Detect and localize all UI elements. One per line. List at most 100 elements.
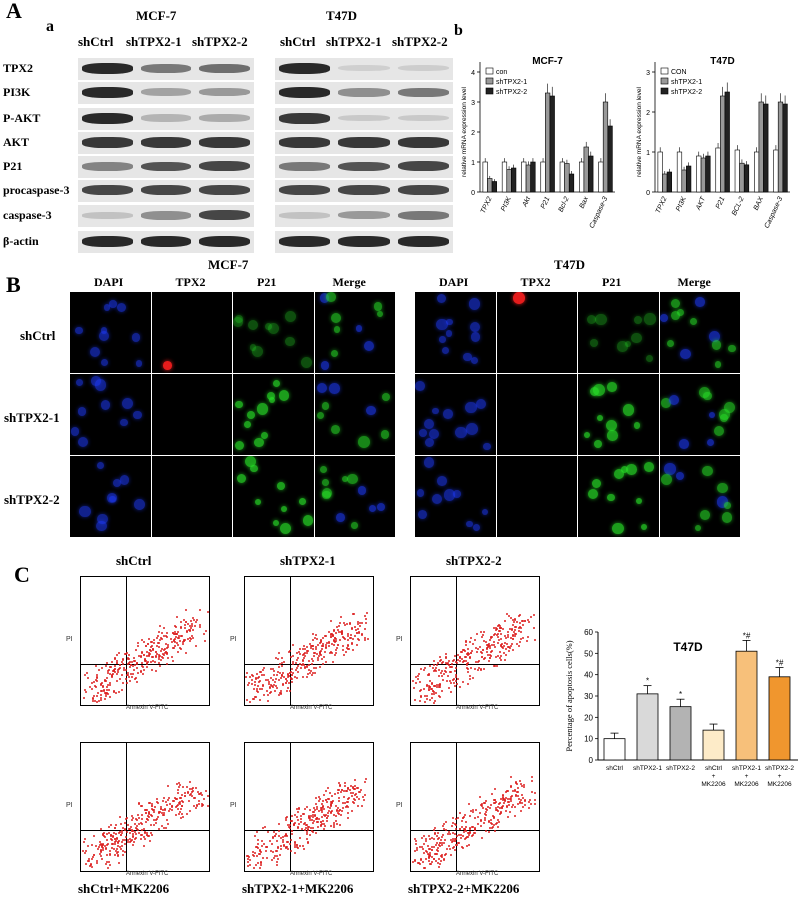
facs-event	[155, 669, 158, 672]
facs-event	[418, 863, 421, 866]
facs-event	[332, 634, 335, 637]
y-tick-label: 40	[584, 671, 593, 680]
facs-event	[156, 652, 159, 655]
facs-event	[189, 794, 192, 797]
facs-event	[297, 818, 300, 821]
facs-event	[274, 849, 277, 852]
if-cell	[695, 525, 702, 532]
facs-event	[110, 843, 113, 846]
facs-event	[288, 843, 291, 846]
facs-event	[117, 851, 120, 854]
facs-event	[269, 667, 272, 670]
facs-event	[167, 785, 170, 788]
if-cell	[299, 497, 307, 505]
y-tick-label: 3	[646, 70, 650, 77]
facs-event	[480, 818, 483, 821]
facs-event	[257, 680, 260, 683]
facs-event	[206, 804, 209, 807]
facs-event	[462, 681, 465, 684]
facs-event	[431, 681, 434, 684]
facs-event	[157, 642, 160, 645]
facs-event	[320, 824, 323, 827]
facs-event	[497, 636, 500, 639]
facs-event	[432, 663, 435, 666]
facs-event	[154, 819, 157, 822]
facs-event	[497, 654, 500, 657]
if-cell	[645, 354, 654, 362]
facs-event	[147, 811, 150, 814]
facs-event	[343, 637, 345, 640]
facs-event	[259, 853, 262, 856]
if-cell	[690, 318, 698, 326]
qpcr-bar	[720, 95, 726, 193]
facs-event	[340, 631, 343, 634]
qpcr-bar	[545, 92, 551, 193]
facs-event	[456, 844, 459, 847]
facs-event	[266, 700, 269, 703]
facs-event	[101, 846, 104, 849]
if-cell	[661, 398, 671, 408]
facs-event	[121, 849, 124, 852]
facs-event	[335, 648, 338, 651]
facs-ylabel: PI	[230, 636, 237, 643]
facs-event	[307, 649, 310, 652]
facs-event	[175, 813, 178, 816]
facs-event	[335, 809, 338, 812]
facs-event	[313, 654, 316, 657]
facs-plot	[410, 576, 540, 706]
if-micrograph	[233, 456, 314, 537]
facs-event	[270, 858, 273, 861]
facs-event	[333, 643, 336, 646]
facs-event	[197, 799, 200, 802]
qpcr-bar	[607, 125, 613, 193]
facs-event	[102, 832, 105, 835]
facs-event	[428, 857, 431, 860]
facs-event	[504, 797, 507, 800]
facs-event	[133, 830, 136, 833]
facs-event	[436, 683, 439, 686]
facs-event	[335, 805, 338, 808]
if-channel-label: Merge	[332, 275, 366, 289]
facs-event	[104, 844, 107, 847]
facs-event	[117, 861, 120, 864]
if-cell	[254, 437, 264, 448]
y-tick-label: 4	[471, 70, 475, 77]
facs-event	[144, 644, 147, 647]
facs-event	[464, 640, 467, 643]
facs-event	[116, 660, 119, 663]
facs-event	[292, 655, 295, 658]
qpcr-category-label: P21	[715, 196, 727, 210]
facs-event	[150, 661, 153, 664]
facs-event	[108, 864, 111, 867]
if-cell	[481, 508, 489, 516]
facs-event	[302, 653, 305, 656]
facs-event	[260, 688, 263, 691]
facs-event	[516, 621, 519, 624]
facs-event	[527, 618, 530, 621]
facs-event	[494, 645, 497, 648]
facs-event	[505, 636, 508, 639]
facs-event	[283, 844, 286, 847]
facs-event	[358, 624, 361, 627]
facs-event	[441, 853, 444, 856]
facs-event	[258, 699, 261, 702]
facs-event	[156, 641, 159, 644]
facs-event	[505, 642, 508, 645]
facs-event	[298, 652, 301, 655]
facs-event	[122, 668, 125, 671]
facs-event	[107, 842, 110, 845]
facs-event	[349, 621, 352, 624]
facs-event	[287, 824, 290, 827]
facs-event	[158, 654, 161, 657]
facs-event	[251, 850, 254, 853]
facs-event	[117, 668, 120, 671]
facs-event	[324, 635, 327, 638]
facs-event	[498, 807, 501, 810]
facs-event	[314, 671, 317, 674]
facs-event	[484, 818, 487, 821]
facs-event	[163, 654, 166, 657]
if-cell	[612, 522, 624, 535]
significance-mark: *#	[743, 631, 751, 640]
blot-band	[338, 236, 390, 247]
blot-strip	[275, 108, 453, 130]
